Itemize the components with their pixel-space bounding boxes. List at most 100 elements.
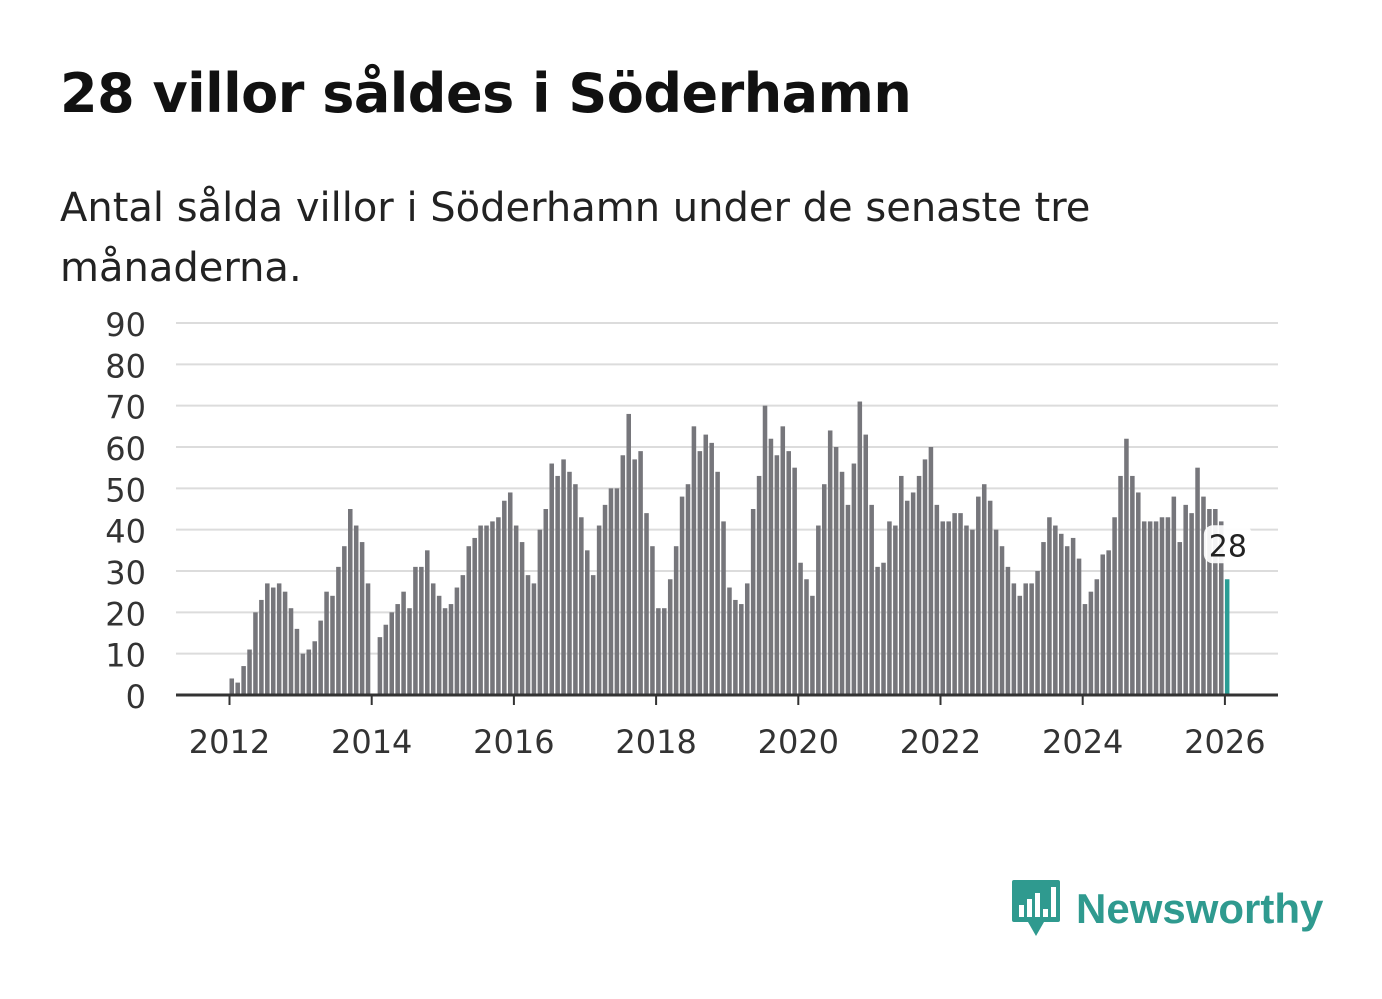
bar [816,525,821,695]
bar [1053,525,1058,695]
bar [614,488,620,695]
bar [993,529,999,695]
bar [679,496,685,695]
bar [430,583,436,695]
bar [549,463,554,695]
bar [525,575,531,695]
bar [1005,566,1011,695]
bar [893,525,898,695]
bar [585,550,590,695]
bar [359,542,365,695]
bar [851,463,857,695]
bar [1171,496,1177,695]
bar [904,500,910,695]
bar [241,666,246,695]
bar [306,649,312,695]
bar [1207,509,1212,695]
bar [780,426,786,695]
bar [561,459,566,695]
x-tick-label: 2018 [615,723,696,761]
bar [478,525,483,695]
bar [833,447,839,695]
bar [691,426,697,695]
bar [496,517,501,695]
bar [579,517,584,695]
y-tick-label: 80 [105,347,146,385]
y-tick-label: 60 [105,430,146,468]
bar [1177,542,1183,695]
bar [460,575,466,695]
bar [1213,509,1218,695]
bar [839,471,845,695]
bar [294,628,300,695]
bar [638,451,643,695]
bar [810,595,815,695]
chart-title: 28 villor såldes i Söderhamn [60,62,912,125]
bar [1059,533,1064,695]
bar [442,608,448,695]
bar [899,475,904,695]
value-callout: 28 [1203,525,1252,564]
bar [946,521,951,695]
bar [709,442,714,695]
bar [1088,591,1094,695]
bar [235,682,240,695]
callout-background [1203,525,1252,564]
bar [1183,504,1188,695]
bar [1017,595,1023,695]
bar [425,550,430,695]
bar [1064,546,1070,695]
bar [804,579,809,695]
bar [448,604,454,695]
bar [1189,513,1194,695]
bar [253,612,258,695]
bar [466,546,472,695]
x-tick-label: 2012 [189,723,270,761]
bar [383,624,389,695]
bar [922,459,928,695]
bar [1153,521,1159,695]
bar [395,604,400,695]
bar [573,484,578,695]
bar [1047,517,1052,695]
bar [727,587,732,695]
bar [282,591,288,695]
bar [590,575,596,695]
bar [774,455,780,695]
y-tick-label: 10 [105,637,146,675]
bar [484,525,489,695]
bar [336,566,341,695]
brand-name: Newsworthy [1076,885,1324,932]
bar [377,637,383,695]
bar [365,583,371,695]
bar [934,504,940,695]
bar [1165,517,1171,695]
bar [270,587,276,695]
bar [910,492,916,695]
bar [389,612,395,695]
bar [703,434,709,695]
bar [667,579,673,695]
latest-value-label: 28 [1209,529,1247,564]
bar [733,599,738,695]
bar [507,492,513,695]
bar [632,459,637,695]
y-tick-label: 50 [105,471,146,509]
x-axis: 2012 2014 2016 2018 2020 2022 2024 2026 [176,693,1278,761]
bar [318,620,323,695]
bar [1100,554,1105,695]
bar [300,653,306,695]
bar [472,537,477,695]
bar [407,608,412,695]
bar [1159,517,1165,695]
bar [519,542,525,695]
bar [863,434,869,695]
bar [1076,558,1082,695]
bar [1118,475,1123,695]
bar [1035,571,1040,695]
bar [958,513,963,695]
bar [827,430,833,695]
bar [1082,604,1088,695]
bar [715,471,720,695]
